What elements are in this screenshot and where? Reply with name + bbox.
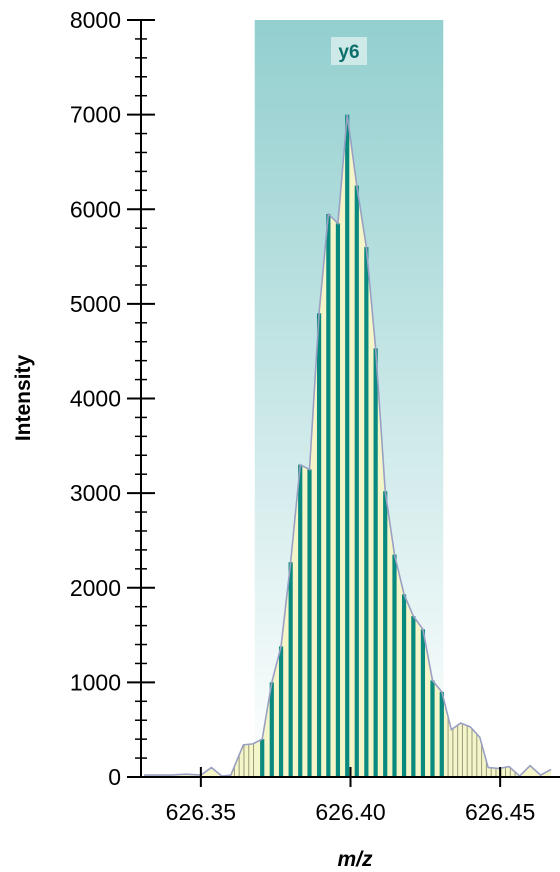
spectrum-bar (335, 223, 341, 778)
y-tick-label: 0 (108, 764, 121, 790)
spectrum-bar (298, 464, 303, 777)
y-tick-label: 2000 (70, 575, 121, 601)
plot-area (143, 20, 552, 778)
spectrum-bar (307, 469, 312, 777)
spectrum-bar (260, 739, 265, 777)
spectrum-bar (373, 348, 378, 777)
x-tick-label: 626.40 (315, 799, 385, 825)
axes: 0 1000 2000 3000 4000 5000 6000 7000 8000 626.35… (70, 7, 560, 825)
spectrum-bar (383, 491, 388, 777)
spectrum-bar (345, 114, 350, 777)
spectrum-bar (288, 562, 293, 777)
y-tick-label: 5000 (70, 291, 121, 317)
centroid-bars (260, 114, 444, 778)
y-tick-label: 1000 (70, 669, 121, 695)
profile-line (143, 114, 552, 778)
x-axis-title: m/z (337, 848, 373, 871)
y-axis-title: Intensity (12, 355, 35, 442)
y-tick-label: 6000 (70, 196, 121, 222)
spectrum-bar (401, 594, 407, 777)
y-tick-label: 3000 (70, 480, 121, 506)
spectrum-bar (278, 646, 284, 777)
spectrum-bar (364, 247, 369, 778)
spectrum-bar (411, 616, 416, 777)
spectrum-bar (392, 554, 397, 777)
y-tick-label: 8000 (70, 7, 121, 33)
spectrum-bar (326, 213, 331, 777)
spectrum-bar (439, 691, 444, 777)
band-label-box: y6 (331, 37, 368, 65)
x-axis-ticks: 626.35 626.40 626.45 (166, 767, 535, 825)
y-axis-ticks: 0 1000 2000 3000 4000 5000 6000 7000 8000 (70, 7, 155, 790)
spectrum-bar (269, 682, 274, 777)
spectrum-bar (430, 680, 435, 777)
y-tick-label: 7000 (70, 102, 121, 128)
x-tick-label: 626.35 (166, 799, 236, 825)
spectrum-bar (354, 185, 359, 777)
y-tick-label: 4000 (70, 386, 121, 412)
x-tick-label: 626.45 (465, 799, 535, 825)
spectrum-bar (316, 313, 322, 777)
band-label: y6 (338, 42, 359, 63)
spectrum-bar (420, 629, 426, 777)
